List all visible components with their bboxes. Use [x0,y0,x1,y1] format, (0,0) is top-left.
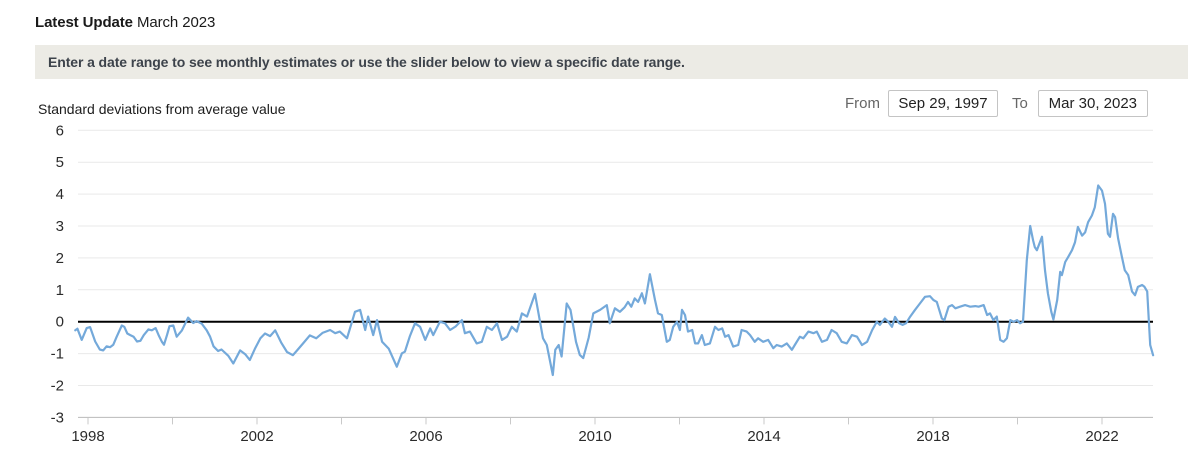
y-axis-label: 3 [56,218,64,235]
latest-update-label: Latest Update [35,14,133,31]
instruction-banner: Enter a date range to see monthly estima… [35,45,1188,79]
to-label: To [1012,95,1028,112]
y-axis-label: -1 [51,346,64,363]
x-axis-label: 2014 [747,428,780,445]
x-axis-label: 1998 [71,428,104,445]
date-range-controls: From To [845,90,1148,117]
y-axis-label: 1 [56,282,64,299]
y-axis-label: 2 [56,250,64,267]
y-axis-label: 5 [56,154,64,171]
instruction-text: Enter a date range to see monthly estima… [48,54,685,70]
y-axis-label: -2 [51,378,64,395]
x-axis-label: 2006 [409,428,442,445]
y-axis-label: -3 [51,409,64,426]
y-axis-label: 6 [56,122,64,139]
chart-title: Standard deviations from average value [38,101,286,117]
y-axis-label: 4 [56,186,64,203]
x-axis-label: 2002 [240,428,273,445]
latest-update-value: March 2023 [136,14,216,31]
from-date-input[interactable] [888,90,998,117]
to-date-input[interactable] [1037,90,1148,117]
y-axis-label: 0 [56,314,64,331]
line-chart[interactable]: 6 5 4 3 2 1 0 -1 -2 -3 1998 2002 2006 2010 2014 2018 202… [0,120,1200,457]
from-label: From [845,95,880,112]
data-line [74,184,1155,377]
x-axis-label: 2010 [578,428,611,445]
x-axis-label: 2018 [916,428,949,445]
latest-update: Latest Update March 2023 [35,14,215,31]
x-axis-label: 2022 [1085,428,1118,445]
